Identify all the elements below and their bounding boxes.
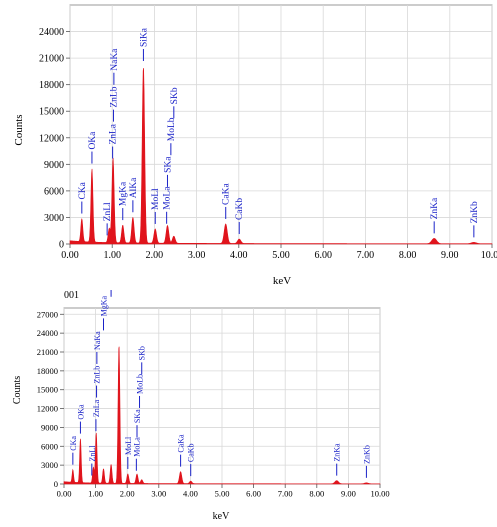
chart-2-x-tick-label: 5.00	[215, 489, 230, 499]
chart-1-x-tick-label: 9.00	[441, 250, 459, 261]
chart-2-x-tick-label: 2.00	[120, 489, 135, 499]
chart-2-y-tick-label: 15000	[37, 385, 58, 395]
chart-1-x-tick-label: 5.00	[272, 250, 290, 261]
chart-1-x-tick-label: 8.00	[399, 250, 417, 261]
chart-2-peak-label: CaKa	[177, 434, 186, 453]
chart-1-x-tick-label: 2.00	[146, 250, 164, 261]
chart-2-peak-label: ZnLb	[93, 366, 102, 384]
chart-1-peak-label: MgKa	[119, 181, 129, 206]
eds-spectrum-chart-1: Counts keV 0.00 1.00 2.00 3.00 4.00 5.00 6.00 7…	[13, 4, 497, 285]
chart-1-peak-label: MoLb	[167, 117, 177, 141]
chart-1-y-tick-label: 15000	[39, 107, 64, 118]
eds-spectrum-chart-2: 001 Counts keV 0.00 1.00 2.00 3.00 4.00 5.00 6…	[12, 290, 390, 522]
chart-1-x-tick-label: 10.00	[481, 250, 497, 261]
chart-2-peak-label: ZnKb	[362, 445, 371, 464]
chart-2-x-tick-label: 4.00	[183, 489, 198, 499]
chart-1-peak-label: AlKa	[129, 177, 139, 198]
chart-2-peak-label: ZnLa	[92, 399, 101, 417]
chart-1-peak-label: MoLa	[163, 186, 173, 210]
chart-1-peak-label: ZnLa	[109, 123, 119, 144]
chart-2-x-tick-label: 10.00	[370, 489, 389, 499]
chart-2-peak-label: SKa	[133, 409, 142, 423]
chart-1-y-tick-label: 9000	[44, 160, 64, 171]
chart-2-y-tick-label: 0	[54, 479, 58, 489]
chart-1-y-tick-label: 0	[59, 240, 64, 251]
chart-1-ylabel: Counts	[13, 114, 25, 145]
chart-1-y-tick-label: 3000	[44, 213, 64, 224]
chart-1-peak-label: CaKa	[222, 183, 232, 205]
chart-2-peak-label: MoLa	[132, 437, 141, 457]
chart-2-x-tick-label: 6.00	[246, 489, 261, 499]
chart-1-y-tick-label: 18000	[39, 80, 64, 91]
chart-2-x-tick-label: 0.00	[57, 489, 72, 499]
chart-1-peak-label: CaKb	[235, 198, 245, 220]
chart-2-peak-label: MoLb	[136, 374, 145, 394]
chart-1-peak-label: ZnLb	[109, 86, 119, 107]
chart-1-peak-label: MoLl	[151, 188, 161, 210]
chart-2-y-tick-label: 12000	[37, 404, 58, 414]
chart-2-x-tick-label: 7.00	[278, 489, 293, 499]
chart-2-xlabel: keV	[213, 511, 230, 522]
chart-1-y-tick-label: 12000	[39, 133, 64, 144]
chart-1-y-tick-label: 21000	[39, 54, 64, 65]
chart-1-y-tick-label: 6000	[44, 186, 64, 197]
chart-2-peak-label: CKa	[69, 436, 78, 451]
chart-2-y-tick-label: 27000	[37, 309, 58, 319]
chart-2-x-tick-label: 3.00	[151, 489, 166, 499]
chart-2-title: 001	[64, 290, 79, 301]
chart-2-x-tick-label: 1.00	[88, 489, 103, 499]
chart-1-x-tick-label: 1.00	[103, 250, 121, 261]
chart-2-peak-label: MoLl	[124, 436, 133, 455]
chart-2-peak-label: ZnLl	[88, 445, 97, 462]
chart-2-peak-label: ZnKa	[333, 443, 342, 462]
chart-1-peak-label: NaKa	[110, 48, 120, 71]
chart-1-x-tick-label: 4.00	[230, 250, 248, 261]
chart-2-y-tick-label: 18000	[37, 366, 58, 376]
chart-1-x-tick-label: 7.00	[357, 250, 375, 261]
chart-2-y-tick-label: 9000	[41, 422, 58, 432]
chart-2-peak-label: CaKb	[187, 443, 196, 462]
chart-2-peak-label: NaKa	[93, 331, 102, 350]
chart-1-spectrum-area	[69, 68, 493, 245]
chart-2-ylabel: Counts	[12, 376, 23, 404]
chart-1-peak-label: SiKa	[139, 27, 149, 47]
chart-1-x-tick-label: 6.00	[314, 250, 332, 261]
chart-1-peak-label: CKa	[78, 181, 88, 199]
chart-1-xlabel: keV	[273, 275, 291, 285]
chart-2-spectrum-area	[63, 346, 381, 485]
chart-2-x-tick-label: 8.00	[309, 489, 324, 499]
chart-2-y-tick-label: 21000	[37, 347, 58, 357]
chart-2-peak-label: SKb	[138, 346, 147, 360]
chart-2-y-tick-label: 24000	[37, 328, 58, 338]
chart-1-peak-label: ZnLl	[103, 202, 113, 221]
chart-2-y-tick-label: 6000	[41, 441, 58, 451]
chart-1-peak-label: SKa	[163, 156, 173, 173]
chart-2-y-tick-label: 3000	[41, 460, 58, 470]
chart-1-peak-label: SKb	[170, 87, 180, 104]
chart-1-x-tick-label: 3.00	[188, 250, 206, 261]
chart-1-peak-label: ZnKa	[430, 197, 440, 219]
chart-2-peak-label: OKa	[76, 404, 85, 420]
chart-2-peak-label: MgKa	[100, 295, 109, 316]
chart-2-x-tick-label: 9.00	[341, 489, 356, 499]
chart-1-peak-label: ZnKb	[470, 201, 480, 223]
chart-1-x-tick-label: 0.00	[61, 250, 79, 261]
chart-1-peak-label: OKa	[88, 131, 98, 150]
chart-1-y-tick-label: 24000	[39, 27, 64, 38]
